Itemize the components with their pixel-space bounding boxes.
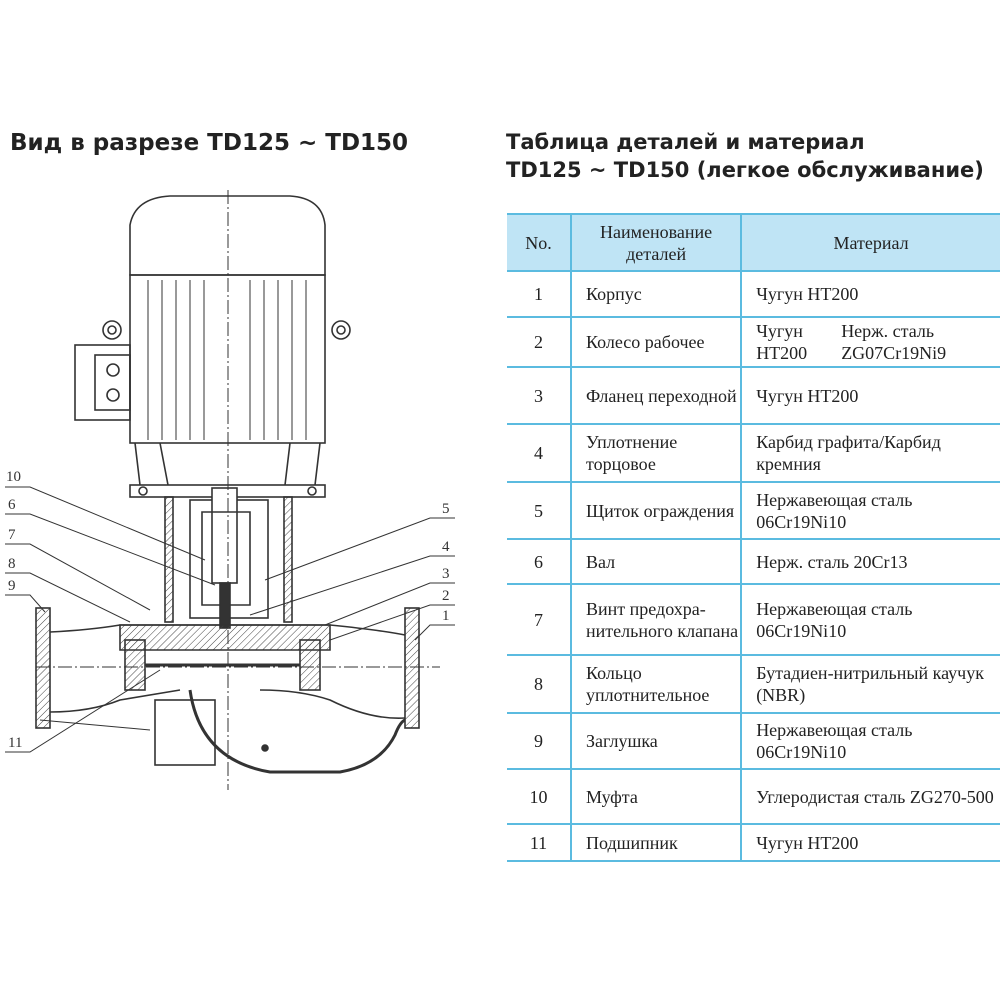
motor <box>74 195 351 498</box>
callout-11: 11 <box>8 735 23 751</box>
callout-4: 4 <box>442 539 450 555</box>
callout-9: 9 <box>8 578 16 594</box>
callout-5: 5 <box>442 501 450 517</box>
cross-section-title: Вид в разрезе TD125 ~ TD150 <box>10 130 409 156</box>
material-option: Чугун HT200 <box>756 321 808 363</box>
table-row: 11 Подшипник Чугун HT200 <box>507 823 1000 862</box>
cell-part-name: Фланец переходной <box>570 366 743 425</box>
cell-no: 6 <box>507 538 573 585</box>
cell-part-name: Колесо рабочее <box>570 316 743 368</box>
cell-part-name: Муфта <box>570 768 743 825</box>
callout-1: 1 <box>442 608 450 624</box>
cell-material: Чугун HT200 Нерж. сталь ZG07Cr19Ni9 <box>740 316 1000 368</box>
table-row: 3 Фланец переходной Чугун HT200 <box>507 366 1000 425</box>
cell-no: 4 <box>507 423 573 483</box>
cell-no: 7 <box>507 583 573 656</box>
cell-material: Углеродистая сталь ZG270-500 <box>740 768 1000 825</box>
cell-no: 3 <box>507 366 573 425</box>
callout-2: 2 <box>442 588 450 604</box>
cell-material: Нержавеющая сталь 06Cr19Ni10 <box>740 481 1000 540</box>
table-header-row: No. Наименование деталей Материал <box>507 213 1000 272</box>
header-material: Материал <box>740 213 1000 272</box>
cell-part-name: Вал <box>570 538 743 585</box>
header-part-name: Наименование деталей <box>570 213 743 272</box>
callout-6: 6 <box>8 497 16 513</box>
parts-table-title: Таблица деталей и материал TD125 ~ TD150… <box>506 128 984 184</box>
cell-no: 5 <box>507 481 573 540</box>
parts-materials-table: No. Наименование деталей Материал 1 Корпу… <box>507 213 1000 862</box>
table-row: 2 Колесо рабочее Чугун HT200 Нерж. сталь ZG… <box>507 316 1000 368</box>
cell-no: 2 <box>507 316 573 368</box>
cell-part-name: Подшипник <box>570 823 743 862</box>
cell-part-name: Винт предохра-нительного клапана <box>570 583 743 656</box>
cell-no: 8 <box>507 654 573 714</box>
cell-material: Карбид графита/Карбид кремния <box>740 423 1000 483</box>
cell-no: 9 <box>507 712 573 770</box>
cell-part-name: Щиток ограждения <box>570 481 743 540</box>
parts-table-title-line2: TD125 ~ TD150 (легкое обслуживание) <box>506 158 984 182</box>
callout-10: 10 <box>6 469 21 485</box>
leader-lines <box>5 486 455 753</box>
cell-material: Чугун HT200 <box>740 823 1000 862</box>
cell-material: Нержавеющая сталь 06Cr19Ni10 <box>740 583 1000 656</box>
cell-part-name: Заглушка <box>570 712 743 770</box>
callout-3: 3 <box>442 566 450 582</box>
material-option: Нерж. сталь ZG07Cr19Ni9 <box>841 321 947 363</box>
pump-casing <box>35 190 440 790</box>
header-no: No. <box>507 213 573 272</box>
table-row: 1 Корпус Чугун HT200 <box>507 270 1000 318</box>
cell-material: Нержавеющая сталь 06Cr19Ni10 <box>740 712 1000 770</box>
callout-7: 7 <box>8 527 16 543</box>
cell-material: Нерж. сталь 20Cr13 <box>740 538 1000 585</box>
cell-part-name: Уплотнение торцовое <box>570 423 743 483</box>
table-row: 6 Вал Нерж. сталь 20Cr13 <box>507 538 1000 585</box>
table-row: 8 Кольцо уплотнительное Бутадиен-нитрильны… <box>507 654 1000 714</box>
cell-material: Чугун HT200 <box>740 366 1000 425</box>
cell-part-name: Корпус <box>570 270 743 318</box>
cell-no: 1 <box>507 270 573 318</box>
table-row: 4 Уплотнение торцовое Карбид графита/Карби… <box>507 423 1000 483</box>
table-row: 9 Заглушка Нержавеющая сталь 06Cr19Ni10 <box>507 712 1000 770</box>
cell-part-name: Кольцо уплотнительное <box>570 654 743 714</box>
cell-material: Чугун HT200 <box>740 270 1000 318</box>
cell-material: Бутадиен-нитрильный каучук (NBR) <box>740 654 1000 714</box>
table-row: 5 Щиток ограждения Нержавеющая сталь 06Cr1… <box>507 481 1000 540</box>
callout-8: 8 <box>8 556 16 572</box>
pump-cross-section-drawing <box>5 190 455 790</box>
parts-table-title-line1: Таблица деталей и материал <box>506 130 865 154</box>
bracket <box>164 487 293 629</box>
cell-no: 11 <box>507 823 573 862</box>
table-row: 7 Винт предохра-нительного клапана Нержаве… <box>507 583 1000 656</box>
table-row: 10 Муфта Углеродистая сталь ZG270-500 <box>507 768 1000 825</box>
cell-no: 10 <box>507 768 573 825</box>
